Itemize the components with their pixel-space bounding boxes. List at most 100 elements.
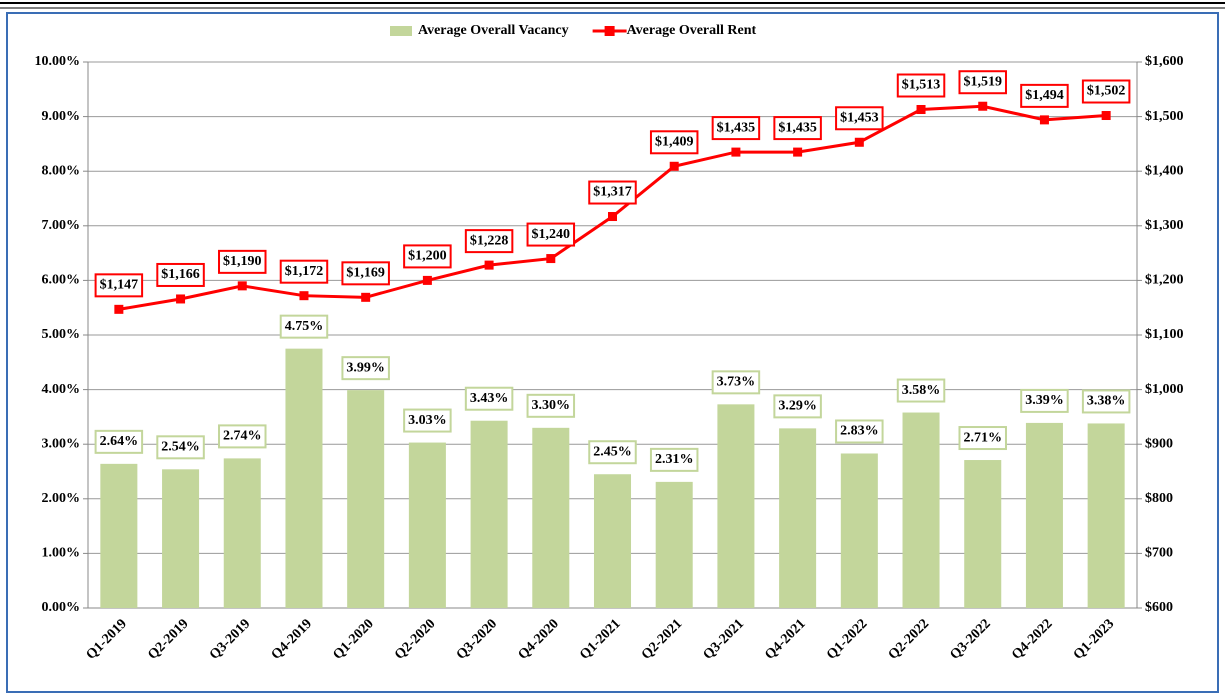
bar <box>717 404 755 608</box>
data-label: 3.38% <box>1087 394 1126 409</box>
data-label: $1,169 <box>346 266 385 281</box>
y-tick-label: 3.00% <box>42 436 81 451</box>
label-box <box>588 440 637 465</box>
label-box <box>1020 83 1069 108</box>
label-box <box>218 424 267 449</box>
label-box <box>526 393 576 418</box>
x-tick-label: Q2-2019 <box>145 616 191 662</box>
marker <box>176 294 186 304</box>
data-label: $1,435 <box>778 120 817 135</box>
y2-tick-label: $1,500 <box>1145 109 1184 124</box>
label-box <box>218 249 267 274</box>
label-box <box>1020 388 1069 413</box>
data-label: $1,513 <box>902 78 941 93</box>
marker <box>299 291 309 301</box>
data-label: 3.99% <box>346 360 385 375</box>
marker <box>422 275 432 285</box>
data-label: 2.45% <box>593 444 632 459</box>
marker <box>114 304 124 314</box>
y2-tick-label: $1,000 <box>1145 382 1184 397</box>
x-tick-label: Q4-2020 <box>516 616 562 662</box>
y2-tick-label: $1,300 <box>1145 218 1184 233</box>
x-tick-label: Q1-2020 <box>330 616 376 662</box>
label-box <box>835 106 884 131</box>
marker <box>916 105 926 115</box>
data-label: 2.74% <box>223 429 262 444</box>
label-box <box>1081 79 1131 104</box>
y-tick-label: 10.00% <box>35 54 81 69</box>
data-label: $1,502 <box>1087 84 1126 99</box>
y-tick-label: 5.00% <box>42 327 81 342</box>
y-tick-label: 0.00% <box>42 600 81 615</box>
label-box <box>835 419 884 444</box>
data-label: $1,435 <box>717 120 756 135</box>
label-box <box>464 229 514 254</box>
data-label: 3.43% <box>470 391 509 406</box>
bar <box>532 427 570 608</box>
data-label: 2.71% <box>963 430 1002 445</box>
y2-tick-label: $700 <box>1145 546 1173 561</box>
x-tick-label: Q1-2022 <box>824 616 870 662</box>
label-box <box>94 273 144 298</box>
data-label: $1,200 <box>408 249 447 264</box>
label-box <box>94 429 144 454</box>
y2-tick-label: $900 <box>1145 436 1173 451</box>
label-box <box>896 73 946 98</box>
marker <box>546 254 556 264</box>
frame <box>6 12 1219 693</box>
label-box <box>341 356 390 381</box>
label-box <box>958 70 1007 95</box>
label-box <box>711 116 761 141</box>
label-box <box>341 261 390 286</box>
bar <box>162 469 200 608</box>
marker <box>669 161 679 171</box>
bar <box>285 348 323 608</box>
y-tick-label: 2.00% <box>42 491 81 506</box>
bar <box>964 460 1002 608</box>
label-box <box>773 116 822 141</box>
data-label: 2.64% <box>100 434 139 449</box>
y2-tick-label: $1,100 <box>1145 327 1184 342</box>
label-box <box>958 426 1007 451</box>
bar <box>100 463 138 608</box>
y-tick-label: 7.00% <box>42 218 81 233</box>
label-box <box>649 447 699 472</box>
y-tick-label: 9.00% <box>42 109 81 124</box>
label-box <box>156 435 205 460</box>
bar <box>408 442 446 608</box>
data-label: 2.83% <box>840 424 879 439</box>
x-tick-label: Q1-2021 <box>577 616 623 662</box>
data-label: $1,409 <box>655 135 694 150</box>
data-label: 3.30% <box>532 398 571 413</box>
label-box <box>649 130 699 155</box>
x-tick-label: Q3-2020 <box>454 616 500 662</box>
data-label: 2.54% <box>161 440 200 455</box>
marker <box>793 147 803 157</box>
x-tick-label: Q3-2022 <box>947 616 993 662</box>
label-box <box>464 386 514 411</box>
label-box <box>156 262 205 287</box>
marker <box>608 212 617 222</box>
marker <box>237 281 247 291</box>
data-label: $1,519 <box>963 74 1002 89</box>
label-box <box>526 222 576 247</box>
marker <box>731 147 741 157</box>
label-box <box>896 378 946 403</box>
y-tick-label: 6.00% <box>42 273 81 288</box>
marker <box>484 260 494 270</box>
legend-label: Average Overall Rent <box>627 23 757 38</box>
bar <box>655 481 693 608</box>
data-label: 3.58% <box>902 383 941 398</box>
x-tick-label: Q1-2023 <box>1071 616 1117 662</box>
bar <box>779 428 817 608</box>
x-tick-label: Q4-2019 <box>269 616 315 662</box>
label-box <box>1081 389 1131 414</box>
bar <box>470 420 508 608</box>
marker <box>854 137 864 147</box>
bar <box>902 412 940 608</box>
legend-swatch <box>390 26 412 36</box>
x-tick-label: Q3-2021 <box>701 616 747 662</box>
label-box <box>403 408 452 433</box>
x-tick-label: Q1-2019 <box>84 616 130 662</box>
